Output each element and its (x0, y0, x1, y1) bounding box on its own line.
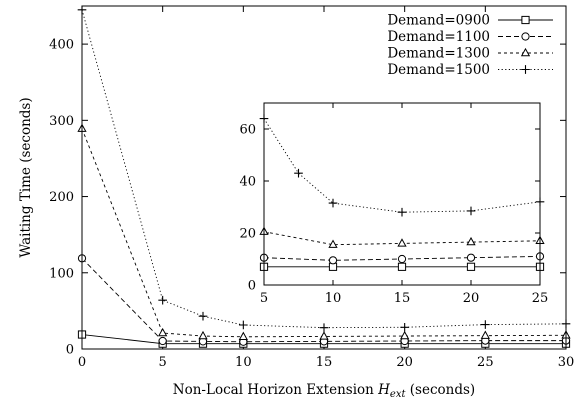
inset-x-tick-label: 25 (532, 291, 549, 306)
inset-series-3-point (328, 239, 338, 248)
legend-marker-3 (520, 47, 531, 57)
y-axis-label: Waiting Time (seconds) (18, 97, 34, 257)
main-x-tick-label: 25 (477, 355, 494, 370)
main-series-4-point (198, 311, 208, 321)
inset-plot-background (264, 103, 540, 285)
main-y-tick-label: 100 (49, 266, 74, 281)
inset-x-tick-label: 10 (325, 291, 342, 306)
main-plot-frame (81, 5, 567, 350)
main-x-tick-label: 15 (316, 355, 333, 370)
main-series-3-point (319, 331, 329, 340)
legend-label-2: Demand=1100 (387, 29, 490, 45)
main-x-tick-label: 10 (235, 355, 252, 370)
axis-labels: Waiting Time (seconds) Non-Local Horizon … (18, 97, 475, 400)
main-series-2-point (158, 336, 167, 346)
inset-series-3-point (397, 238, 407, 247)
x-axis-label: Non-Local Horizon Extension Hext (second… (173, 382, 475, 400)
inset-series-4-point (466, 206, 476, 216)
inset-series-4-point (397, 207, 407, 217)
main-series-4-point (158, 295, 167, 305)
x-axis-label-unit: (seconds) (406, 382, 476, 398)
main-x-tick-label: 0 (78, 355, 86, 370)
inset-plot: 5 10 15 20 25 0 20 40 60 (239, 102, 549, 306)
main-series-4-point (239, 320, 248, 330)
main-series-3-point (238, 331, 248, 341)
legend-marker-4 (521, 65, 530, 74)
inset-series-3-point (466, 236, 476, 246)
main-y-tick-label: 400 (49, 38, 74, 53)
main-series-line-1 (81, 334, 566, 345)
legend-marker-2 (521, 32, 530, 41)
main-x-tick-label: 5 (159, 355, 167, 370)
main-series-3-point (198, 330, 208, 340)
main-x-tick-label: 20 (396, 355, 413, 370)
inset-y-tick-label: 40 (239, 175, 256, 190)
legend-label-3: Demand=1300 (387, 46, 490, 62)
inset-y-tick-label: 0 (248, 279, 256, 294)
main-series-3-point (400, 330, 410, 340)
x-axis-label-text: Non-Local Horizon Extension (173, 382, 378, 398)
main-y-tick-label: 300 (49, 114, 74, 129)
main-series-3-point (480, 330, 490, 339)
inset-series-4-point (328, 198, 338, 208)
legend-label-1: Demand=0900 (387, 13, 490, 29)
legend-marker-1 (521, 15, 530, 25)
inset-y-tick-label: 20 (239, 227, 256, 242)
inset-series-1-point (397, 262, 407, 271)
main-series-line-3 (81, 128, 567, 338)
inset-series-line-4 (263, 118, 541, 213)
main-series-4-point (481, 320, 490, 329)
main-y-tick-label: 0 (66, 343, 74, 358)
inset-series-1-point (466, 262, 476, 271)
inset-x-tick-label: 20 (463, 291, 480, 306)
x-axis-label-subscript: ext (390, 389, 407, 400)
inset-plot-frame (263, 102, 541, 286)
inset-y-tick-label: 60 (239, 123, 256, 138)
main-series-line-2 (81, 257, 566, 343)
main-series-4-point (319, 323, 329, 332)
legend: Demand=0900Demand=1100Demand=1300Demand=… (387, 13, 553, 78)
main-y-tick-label: 200 (49, 190, 74, 205)
inset-x-tick-label: 15 (394, 291, 411, 306)
inset-series-2-point (328, 256, 338, 265)
x-axis-label-symbol: H (377, 382, 390, 398)
inset-series-2-point (466, 253, 476, 262)
inset-x-tick-label: 5 (260, 291, 268, 306)
legend-label-4: Demand=1500 (387, 62, 490, 78)
inset-series-4-point (294, 168, 303, 178)
main-series-3-point (158, 327, 168, 337)
inset-series-2-point (397, 254, 407, 264)
main-x-tick-label: 30 (558, 355, 575, 370)
main-series-4-point (400, 322, 409, 332)
